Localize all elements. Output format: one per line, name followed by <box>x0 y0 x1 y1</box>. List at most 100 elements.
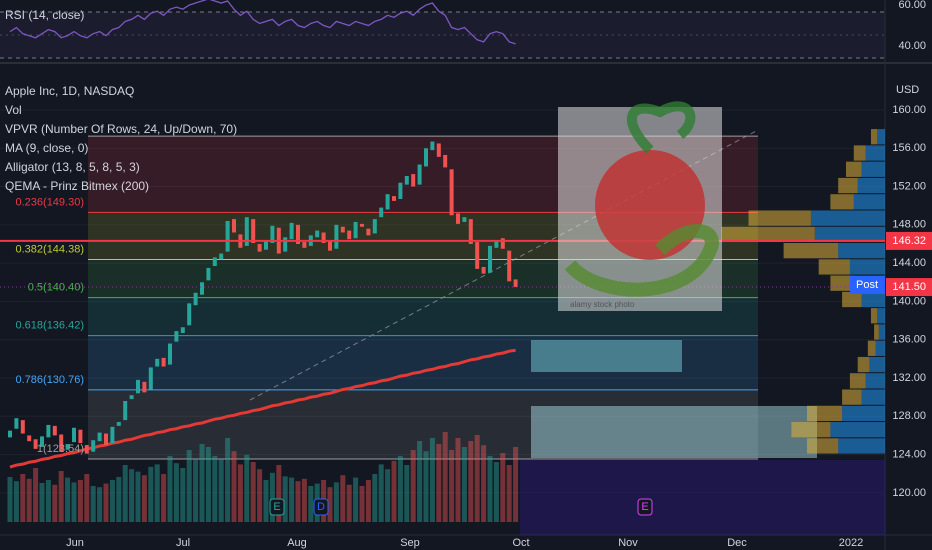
volume-bar <box>487 456 493 522</box>
vpvr-up <box>875 340 885 356</box>
candle-body <box>507 250 512 282</box>
vpvr-down <box>842 389 862 405</box>
vpvr-down <box>846 161 862 177</box>
range-zone <box>520 460 885 535</box>
volume-bar <box>71 482 77 522</box>
x-tick-label: Oct <box>512 537 529 549</box>
y-tick-label: 152.00 <box>892 180 926 192</box>
vpvr-down <box>870 129 878 145</box>
y-tick-label: 140.00 <box>892 295 926 307</box>
vpvr-down <box>838 177 858 194</box>
candle-body <box>46 424 51 438</box>
candle-body <box>180 327 185 334</box>
candle-body <box>148 367 153 390</box>
indicator-label: Vol <box>5 103 22 117</box>
y-tick-label: 120.00 <box>892 487 926 499</box>
candle-body <box>40 436 44 447</box>
volume-bar <box>244 454 250 522</box>
volume-bar <box>250 462 256 522</box>
snake-shape <box>626 101 696 154</box>
volume-bar <box>276 465 282 522</box>
volume-bar <box>404 465 410 522</box>
candle-body <box>430 141 435 151</box>
vpvr-down <box>748 210 811 226</box>
candle-body <box>315 230 320 238</box>
x-tick-label: Jul <box>176 537 190 549</box>
rsi-tick-label: 60.00 <box>898 0 926 11</box>
candle-body <box>500 238 505 249</box>
volume-bar <box>346 484 352 522</box>
fib-label: 1(123.54) <box>37 443 84 455</box>
volume-bar <box>423 451 429 522</box>
post-badge <box>850 275 885 294</box>
rsi-band <box>0 12 885 58</box>
volume-bar <box>193 459 199 522</box>
candle-body <box>14 418 19 429</box>
candle-body <box>340 226 345 233</box>
candle-body <box>20 420 25 434</box>
volume-bar <box>161 474 167 522</box>
vpvr-up <box>861 291 885 308</box>
volume-bar <box>154 464 160 522</box>
vpvr-down <box>842 291 862 308</box>
apple-shape <box>595 150 705 260</box>
volume-bar <box>474 435 480 522</box>
volume-bar <box>397 456 403 522</box>
volume-bar <box>308 486 314 522</box>
volume-bar <box>173 463 179 522</box>
price-badge-label: 146.32 <box>892 235 926 247</box>
vpvr-down <box>783 243 839 259</box>
volume-bar <box>257 469 263 522</box>
candle-body <box>97 432 102 442</box>
candle-body <box>142 381 147 393</box>
candle-body <box>110 426 115 444</box>
candle-body <box>27 435 32 442</box>
volume-bar <box>455 438 461 522</box>
vpvr-down <box>853 145 866 161</box>
volume-bar <box>186 450 192 522</box>
fib-label: 0.382(144.38) <box>16 243 85 255</box>
volume-bar <box>481 445 487 522</box>
candle-body <box>78 429 83 444</box>
volume-bar <box>135 471 141 522</box>
y-tick-label: 144.00 <box>892 257 926 269</box>
candle-body <box>328 241 332 251</box>
candle-body <box>200 282 204 295</box>
y-tick-label: 148.00 <box>892 219 926 231</box>
candle-body <box>174 331 179 342</box>
y-tick-label: 156.00 <box>892 142 926 154</box>
rsi-title: RSI (14, close) <box>5 8 84 22</box>
watermark-text: alamy stock photo <box>570 300 635 309</box>
candle-body <box>161 357 166 367</box>
volume-bar <box>20 474 26 522</box>
candle-body <box>264 241 268 250</box>
volume-bar <box>225 438 231 522</box>
vpvr-up <box>849 259 885 275</box>
volume-bar <box>77 480 83 522</box>
volume-bar <box>282 476 288 522</box>
candle-body <box>104 433 108 446</box>
volume-bar <box>58 471 64 522</box>
fib-label: 0.236(149.30) <box>16 196 85 208</box>
y-tick-label: 136.00 <box>892 334 926 346</box>
vpvr-down <box>818 259 850 275</box>
candle-body <box>270 225 275 244</box>
volume-bar <box>141 475 147 522</box>
candle-body <box>513 279 518 288</box>
volume-bar <box>353 477 359 522</box>
price-badge <box>886 278 932 297</box>
x-tick-label: Jun <box>66 537 84 549</box>
vpvr-down <box>870 308 878 324</box>
y-tick-label: 128.00 <box>892 410 926 422</box>
candle-body <box>411 174 416 187</box>
vpvr-down <box>849 373 866 389</box>
watermark: alamy stock photo <box>558 101 722 311</box>
vpvr-up <box>877 308 885 324</box>
candle-body <box>360 223 364 227</box>
volume-bar <box>167 456 173 522</box>
vpvr-down <box>807 405 843 422</box>
candle-body <box>372 219 377 234</box>
price-badge <box>886 231 932 250</box>
event-marker <box>637 498 653 516</box>
